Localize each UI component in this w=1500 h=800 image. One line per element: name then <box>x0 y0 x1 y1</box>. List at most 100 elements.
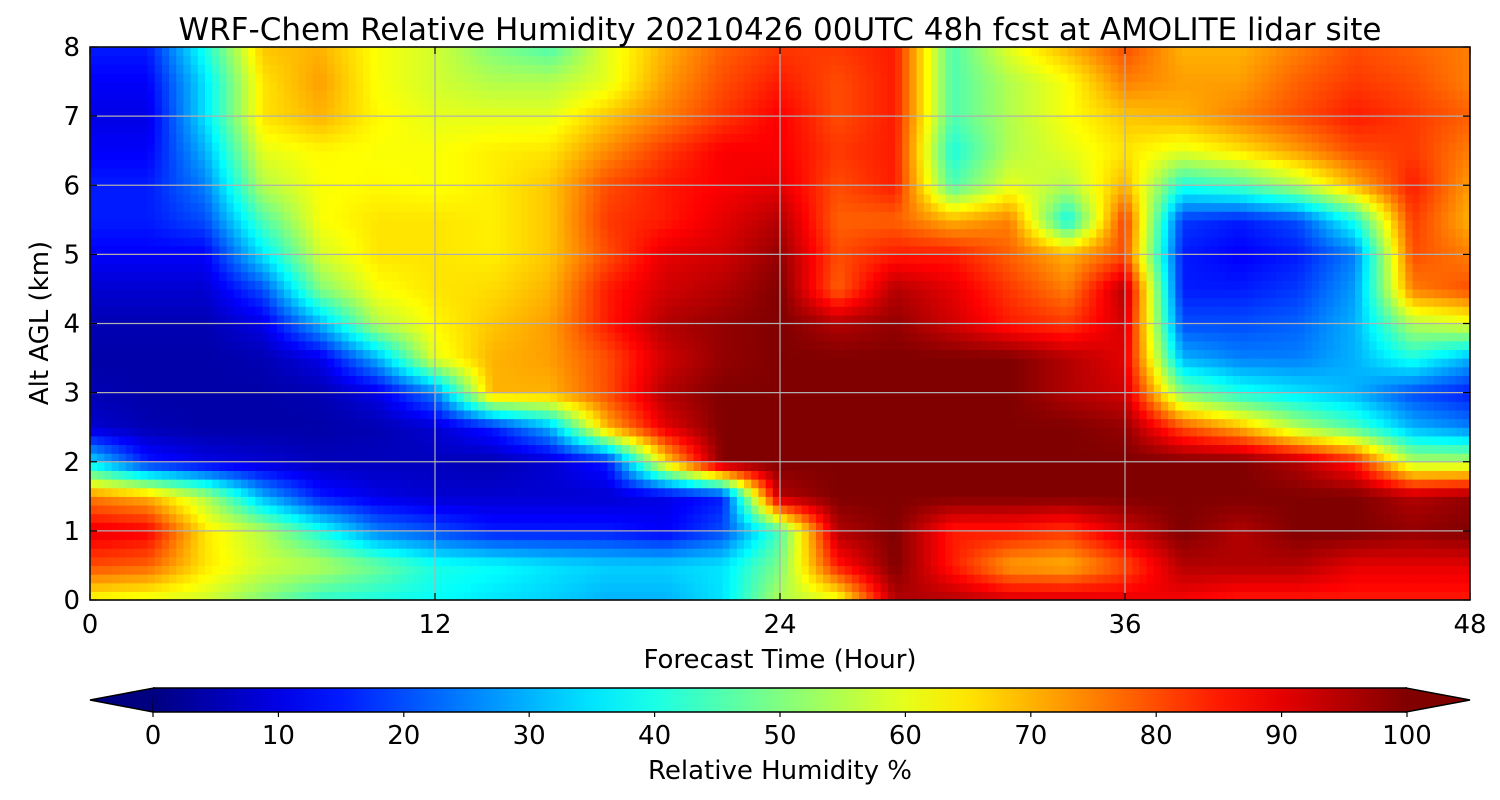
heatmap-cell <box>1297 435 1306 446</box>
heatmap-cell <box>1175 375 1184 385</box>
heatmap-cell <box>542 461 551 471</box>
heatmap-cell <box>1319 470 1327 480</box>
heatmap-cell <box>1211 513 1220 523</box>
heatmap-cell <box>341 591 350 600</box>
heatmap-cell <box>758 522 767 532</box>
heatmap-cell <box>147 513 156 523</box>
heatmap-cell <box>1160 504 1169 515</box>
heatmap-cell <box>370 418 379 428</box>
heatmap-cell <box>780 496 788 506</box>
heatmap-cell <box>147 435 156 446</box>
heatmap-cell <box>1132 409 1140 420</box>
heatmap-cell <box>262 435 271 446</box>
heatmap-cell <box>930 479 939 489</box>
heatmap-cell <box>1204 582 1212 592</box>
heatmap-cell <box>327 530 335 541</box>
heatmap-cell <box>780 582 788 592</box>
heatmap-cell <box>348 401 357 411</box>
heatmap-cell <box>1132 418 1140 428</box>
heatmap-cell <box>535 375 544 385</box>
heatmap-cell <box>125 444 134 454</box>
heatmap-cell <box>312 435 321 446</box>
heatmap-cell <box>1204 522 1212 532</box>
heatmap-cell <box>1182 401 1191 411</box>
heatmap-cell <box>312 470 321 480</box>
heatmap-cell <box>736 461 745 471</box>
heatmap-cell <box>1103 513 1112 523</box>
heatmap-cell <box>104 522 113 532</box>
heatmap-cell <box>276 496 285 506</box>
heatmap-cell <box>363 556 371 567</box>
heatmap-cell <box>1240 401 1248 411</box>
heatmap-cell <box>334 504 343 515</box>
heatmap-cell <box>248 409 256 420</box>
heatmap-cell <box>1247 418 1255 428</box>
heatmap-cell <box>435 496 443 506</box>
heatmap-cell <box>1390 401 1399 411</box>
heatmap-cell <box>650 548 659 558</box>
heatmap-cell <box>442 461 450 471</box>
heatmap-cell <box>391 401 400 411</box>
heatmap-cell <box>154 591 163 600</box>
heatmap-cell <box>959 392 968 402</box>
heatmap-cell <box>348 453 357 463</box>
heatmap-cell <box>499 392 508 402</box>
heatmap-cell <box>830 582 839 592</box>
heatmap-cell <box>1398 496 1406 506</box>
heatmap-cell <box>614 504 623 515</box>
heatmap-cell <box>952 556 961 567</box>
heatmap-cell <box>535 574 544 584</box>
heatmap-cell <box>1168 375 1176 385</box>
heatmap-cell <box>1261 513 1270 523</box>
heatmap-cell <box>140 461 149 471</box>
heatmap-cell <box>686 375 695 385</box>
heatmap-cell <box>1053 504 1061 515</box>
heatmap-cell <box>1405 574 1414 584</box>
heatmap-cell <box>348 496 357 506</box>
heatmap-cell <box>564 409 573 420</box>
heatmap-cell <box>708 556 716 567</box>
heatmap-cell <box>1254 504 1263 515</box>
heatmap-cell <box>492 504 501 515</box>
heatmap-cell <box>657 574 666 584</box>
heatmap-cell <box>765 496 774 506</box>
heatmap-cell <box>1290 522 1299 532</box>
heatmap-cell <box>413 539 422 549</box>
heatmap-cell <box>1031 591 1040 600</box>
heatmap-cell <box>600 453 609 463</box>
heatmap-cell <box>1117 383 1126 394</box>
heatmap-cell <box>348 392 357 402</box>
heatmap-cell <box>765 556 774 567</box>
heatmap-cell <box>1383 470 1392 480</box>
heatmap-cell <box>751 418 760 428</box>
heatmap-cell <box>1275 565 1284 575</box>
heatmap-cell <box>909 487 918 497</box>
heatmap-cell <box>463 574 472 584</box>
heatmap-cell <box>729 513 738 523</box>
heatmap-cell <box>1434 409 1442 420</box>
heatmap-cell <box>1376 556 1385 567</box>
heatmap-cell <box>355 530 364 541</box>
heatmap-cell <box>1175 409 1184 420</box>
heatmap-cell <box>1225 539 1234 549</box>
heatmap-cell <box>427 530 436 541</box>
heatmap-cell <box>593 453 601 463</box>
heatmap-cell <box>1096 461 1105 471</box>
heatmap-cell <box>722 470 731 480</box>
heatmap-cell <box>1038 513 1047 523</box>
heatmap-cell <box>593 504 601 515</box>
heatmap-cell <box>801 418 810 428</box>
heatmap-cell <box>147 582 156 592</box>
heatmap-cell <box>161 409 170 420</box>
heatmap-cell <box>1369 565 1378 575</box>
heatmap-cell <box>636 383 645 394</box>
heatmap-cell <box>1024 470 1033 480</box>
heatmap-cell <box>154 427 163 437</box>
heatmap-cell <box>1405 409 1414 420</box>
heatmap-cell <box>391 522 400 532</box>
heatmap-cell <box>1340 548 1349 558</box>
heatmap-cell <box>435 375 443 385</box>
heatmap-cell <box>190 522 199 532</box>
heatmap-cell <box>1074 461 1083 471</box>
heatmap-cell <box>169 556 177 567</box>
